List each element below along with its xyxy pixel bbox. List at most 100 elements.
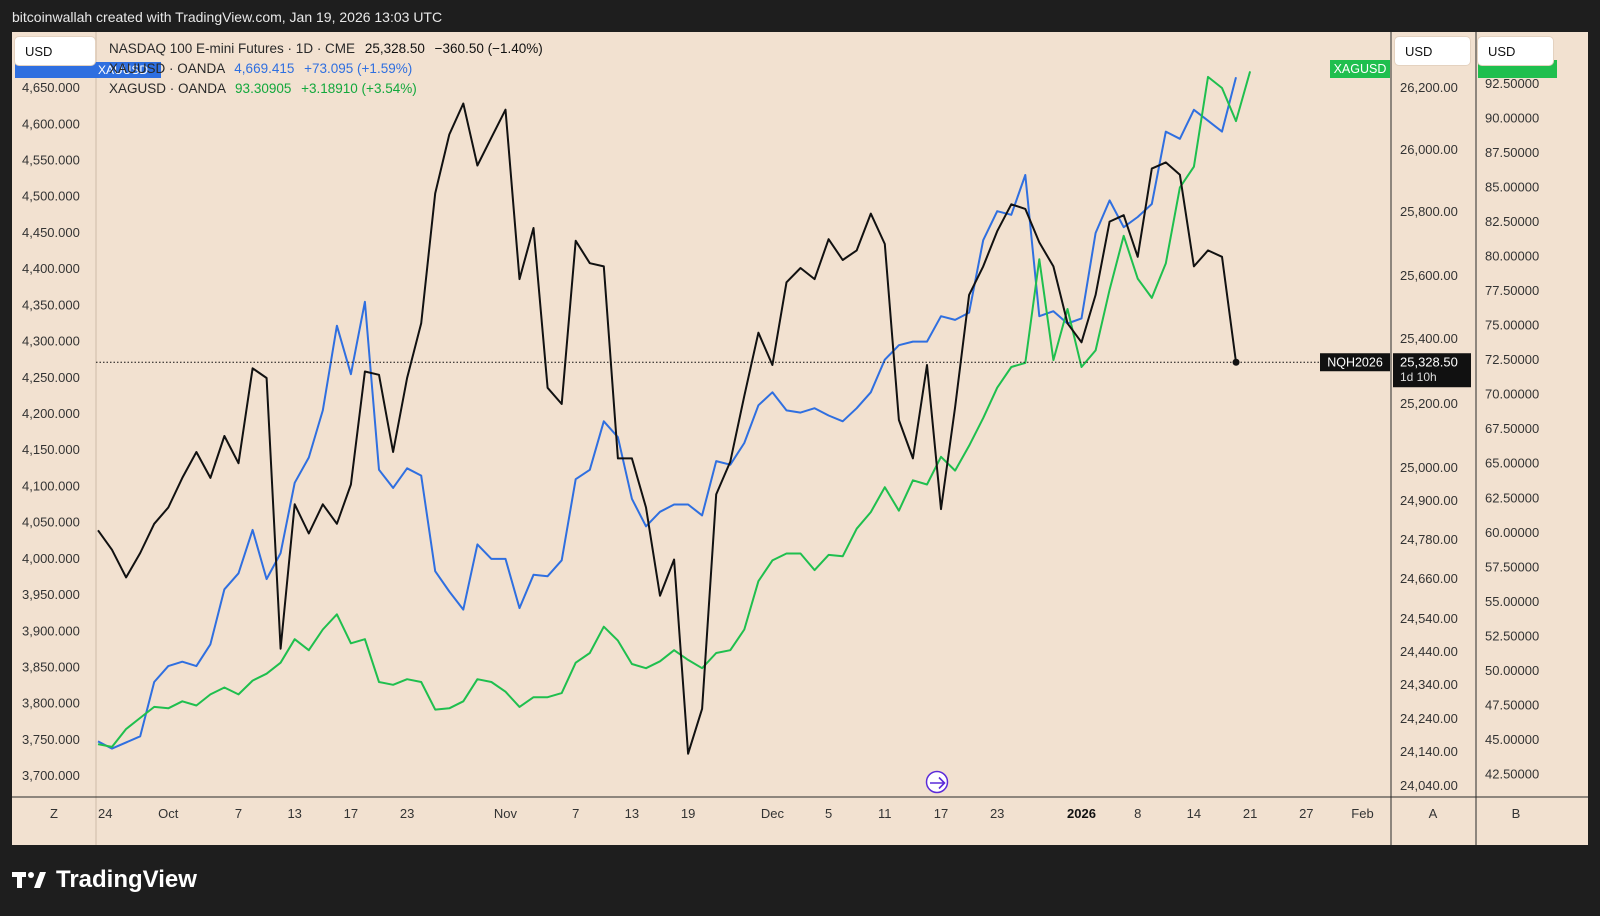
chart-header-caption: bitcoinwallah created with TradingView.c… [12,9,443,25]
xag-axis-tick-label: 75.00000 [1485,318,1539,333]
x-axis-tick-label: 7 [235,806,242,821]
xag-name-badge [1330,60,1390,78]
nq-countdown-label: 1d 10h [1400,370,1437,384]
x-axis-tick-label: Nov [494,806,518,821]
left-axis-tick-label: 3,700.000 [22,768,80,783]
xag-axis-tick-label: 52.50000 [1485,628,1539,643]
legend-row-nasdaq[interactable]: NASDAQ 100 E-mini Futures · 1D · CME 25,… [109,41,543,56]
series-line-xauusd [97,76,1237,750]
left-corner-label: Z [50,806,58,821]
legend-xag-change: +3.18910 (+3.54%) [301,81,417,96]
left-axis-tick-label: 3,800.000 [22,696,80,711]
nq-last-price-dot [1232,358,1240,366]
x-axis-tick-label: 24 [98,806,112,821]
nq-axis-tick-label: 24,440.00 [1400,644,1458,659]
x-axis-tick-label: 11 [878,806,892,821]
x-axis-tick-label: Dec [761,806,785,821]
nq-axis-tick-label: 26,200.00 [1400,80,1458,95]
nq-axis-tick-label: 24,240.00 [1400,711,1458,726]
tradingview-logo-icon [12,872,46,888]
legend-xau-change: +73.095 (+1.59%) [304,61,413,76]
legend-nasdaq-symbol: NASDAQ 100 E-mini Futures · 1D · CME [109,41,356,56]
left-axis-tick-label: 4,450.000 [22,225,80,240]
left-axis-tick-label: 4,100.000 [22,478,80,493]
left-axis-tick-label: 4,200.000 [22,406,80,421]
nq-axis-tick-label: 24,780.00 [1400,532,1458,547]
nq-axis-tick-label: 24,140.00 [1400,744,1458,759]
right-currency-button-b[interactable]: USD [1478,37,1553,65]
nq-price-badge [1393,353,1471,388]
xau-left-badge-label: XAUUSD [98,63,148,77]
nq-price-badge-label: 25,328.50 [1400,355,1458,370]
nq-axis-tick-label: 24,340.00 [1400,677,1458,692]
xag-axis-tick-label: 62.50000 [1485,490,1539,505]
axis-a-corner-label: A [1429,806,1438,821]
legend-row-xag[interactable]: XAGUSD · OANDA 93.30905 +3.18910 (+3.54%… [109,81,417,96]
x-axis-tick-label: 7 [572,806,579,821]
nq-axis-tick-label: 24,040.00 [1400,778,1458,793]
nq-axis-tick-label: 25,200.00 [1400,396,1458,411]
legend-xau-symbol: XAUUSD · OANDA [109,61,225,76]
xag-axis-tick-label: 85.00000 [1485,179,1539,194]
chart-frame[interactable]: 4,650.000 4,600.000 4,550.000 4,500.000 4,45… [12,32,1588,845]
legend-xau-value: 4,669.415 [234,61,295,76]
legend-row-xau[interactable]: XAUUSD · OANDA 4,669.415 +73.095 (+1.59%… [109,61,412,76]
chart-svg[interactable]: 4,650.000 4,600.000 4,550.000 4,500.000 4,45… [12,32,1588,845]
nq-axis-tick-label: 24,900.00 [1400,493,1458,508]
nq-axis-tick-label: 26,000.00 [1400,142,1458,157]
x-axis-tick-label: 17 [344,806,358,821]
x-axis-tick-label: 13 [625,806,639,821]
x-axis-tick-label: 13 [287,806,301,821]
x-axis-tick-label: 8 [1134,806,1141,821]
x-axis-tick-label: 2026 [1067,806,1096,821]
xag-axis-tick-label: 70.00000 [1485,387,1539,402]
left-currency-button[interactable]: USD [15,37,95,65]
xag-axis-tick-label: 65.00000 [1485,456,1539,471]
xag-axis-tick-label: 67.50000 [1485,421,1539,436]
left-axis-tick-label: 3,850.000 [22,660,80,675]
legend-xag-symbol: XAGUSD · OANDA [109,81,226,96]
x-axis-tick-label: 27 [1299,806,1313,821]
left-axis-tick-label: 4,400.000 [22,261,80,276]
x-axis-tick-label: Feb [1351,806,1373,821]
legend-nasdaq-change: −360.50 (−1.40%) [434,41,543,56]
nq-name-badge [1320,353,1390,372]
xag-axis-tick-label: 47.50000 [1485,697,1539,712]
xag-axis-tick-label: 82.50000 [1485,214,1539,229]
left-axis-tick-label: 4,250.000 [22,370,80,385]
xag-axis-tick-label: 45.00000 [1485,732,1539,747]
left-axis-tick-label: 4,500.000 [22,189,80,204]
x-axis-tick-label: 21 [1243,806,1257,821]
x-axis-tick-label: 5 [825,806,832,821]
left-axis-tick-label: 4,000.000 [22,551,80,566]
x-axis-tick-label: 23 [400,806,414,821]
xau-left-price-badge [15,62,161,78]
nq-axis-tick-label: 25,000.00 [1400,460,1458,475]
left-axis-tick-label: 4,600.000 [22,116,80,131]
xag-axis-tick-label: 92.50000 [1485,76,1539,91]
left-axis-tick-label: 3,900.000 [22,623,80,638]
left-axis-tick-label: 3,950.000 [22,587,80,602]
left-axis-tick-label: 4,300.000 [22,334,80,349]
tradingview-brand[interactable]: TradingView [12,866,197,894]
tradingview-brand-name: TradingView [56,866,197,893]
nq-name-badge-label: NQH2026 [1327,356,1383,370]
xag-axis-tick-label: 50.00000 [1485,663,1539,678]
right-currency-button-a[interactable]: USD [1395,37,1470,65]
x-axis-tick-label: 23 [990,806,1004,821]
left-axis-tick-label: 4,150.000 [22,442,80,457]
left-axis-tick-label: 4,050.000 [22,515,80,530]
xag-axis-tick-label: 80.00000 [1485,249,1539,264]
xag-axis-tick-label: 77.50000 [1485,283,1539,298]
xag-axis-tick-label: 90.00000 [1485,110,1539,125]
nq-axis-tick-label: 24,660.00 [1400,571,1458,586]
xag-axis-tick-label: 57.50000 [1485,559,1539,574]
nq-axis-tick-label: 25,600.00 [1400,268,1458,283]
series-line-nqh2026 [97,102,1237,755]
x-axis-tick-label: 14 [1187,806,1201,821]
scroll-to-realtime-icon [925,770,949,794]
nq-axis-tick-label: 25,800.00 [1400,204,1458,219]
xag-axis-tick-label: 55.00000 [1485,594,1539,609]
axis-b-corner-label: B [1512,806,1521,821]
xag-axis-tick-label: 42.50000 [1485,767,1539,782]
